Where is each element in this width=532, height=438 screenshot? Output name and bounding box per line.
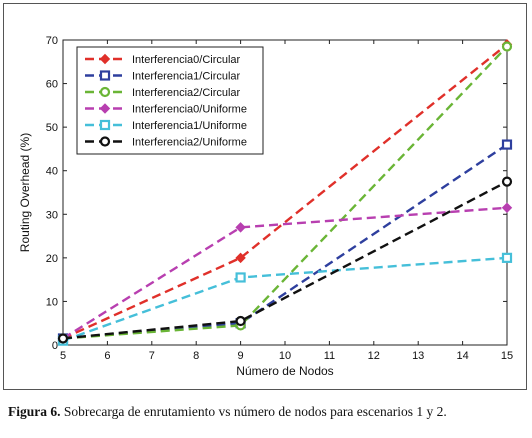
legend-entry-1: Interferencia0/Circular <box>85 53 241 66</box>
legend-entry-5: Interferencia1/Uniforme <box>85 119 247 132</box>
circle-marker <box>99 136 111 147</box>
legend-box <box>76 46 264 155</box>
legend: Interferencia0/Circular Interferencia1/Ci… <box>76 46 264 155</box>
figure-caption: Figura 6. Sobrecarga de enrutamiento vs … <box>8 404 528 420</box>
x-tick-label: 14 <box>456 350 468 362</box>
y-tick-label: 50 <box>46 122 58 134</box>
y-axis-label: Routing Overhead (%) <box>18 133 32 252</box>
legend-entry-2: Interferencia1/Circular <box>85 70 241 83</box>
circle-marker <box>501 41 513 52</box>
legend-label: Interferencia1/Uniforme <box>132 120 247 132</box>
y-tick-label: 20 <box>46 253 58 265</box>
square-marker <box>235 272 246 283</box>
x-tick-label: 13 <box>412 350 424 362</box>
x-tick-label: 12 <box>368 350 380 362</box>
diamond-marker <box>99 53 111 65</box>
x-tick-label: 8 <box>193 350 199 362</box>
square-marker <box>99 119 111 131</box>
diamond-marker <box>235 222 246 233</box>
legend-label: Interferencia2/Uniforme <box>132 137 247 149</box>
diamond-marker <box>235 252 246 264</box>
line-chart: Interferencia0/Circular Interferencia1/Ci… <box>18 35 513 378</box>
y-tick-label: 40 <box>46 166 58 178</box>
x-tick-label: 11 <box>324 350 335 362</box>
x-tick-label: 15 <box>501 350 513 362</box>
x-axis-label: Número de Nodos <box>236 364 333 378</box>
square-marker <box>99 70 111 81</box>
series-line <box>62 180 508 340</box>
caption-text: Sobrecarga de enrutamiento vs número de … <box>63 404 447 419</box>
legend-entry-4: Interferencia0/Uniforme <box>85 103 247 116</box>
y-tick-label: 10 <box>46 296 58 308</box>
legend-label: Interferencia2/Circular <box>132 87 241 99</box>
y-tick-label: 0 <box>52 340 58 352</box>
x-tick-label: 10 <box>279 350 291 362</box>
circle-marker <box>501 176 513 187</box>
legend-entry-3: Interferencia2/Circular <box>85 86 241 99</box>
x-tick-label: 9 <box>238 350 244 362</box>
circle-marker <box>235 315 246 327</box>
y-tick-label: 30 <box>46 209 58 221</box>
axes-text: 5 6 7 8 9 10 11 12 13 14 15 0 10 20 30 40 50 60 70 Número d… <box>18 35 513 378</box>
series-6 <box>57 176 513 344</box>
legend-label: Interferencia0/Circular <box>132 54 241 66</box>
x-tick-label: 6 <box>104 350 110 362</box>
circle-marker <box>57 333 69 344</box>
square-marker <box>501 252 513 263</box>
series-layer <box>57 39 513 346</box>
diamond-marker <box>501 202 513 213</box>
figure-frame: Interferencia0/Circular Interferencia1/Ci… <box>3 3 527 390</box>
x-tick-label: 7 <box>149 350 155 362</box>
caption-label: Figura 6. <box>8 404 61 419</box>
diamond-marker <box>99 103 111 114</box>
x-tick-label: 5 <box>60 350 66 362</box>
legend-label: Interferencia0/Uniforme <box>132 104 247 116</box>
series-line <box>62 43 508 340</box>
series-line <box>62 45 508 340</box>
legend-label: Interferencia1/Circular <box>132 71 241 83</box>
circle-marker <box>99 86 111 98</box>
legend-entry-6: Interferencia2/Uniforme <box>85 136 247 149</box>
y-tick-label: 60 <box>46 79 58 91</box>
square-marker <box>501 139 513 150</box>
y-tick-label: 70 <box>46 35 58 47</box>
